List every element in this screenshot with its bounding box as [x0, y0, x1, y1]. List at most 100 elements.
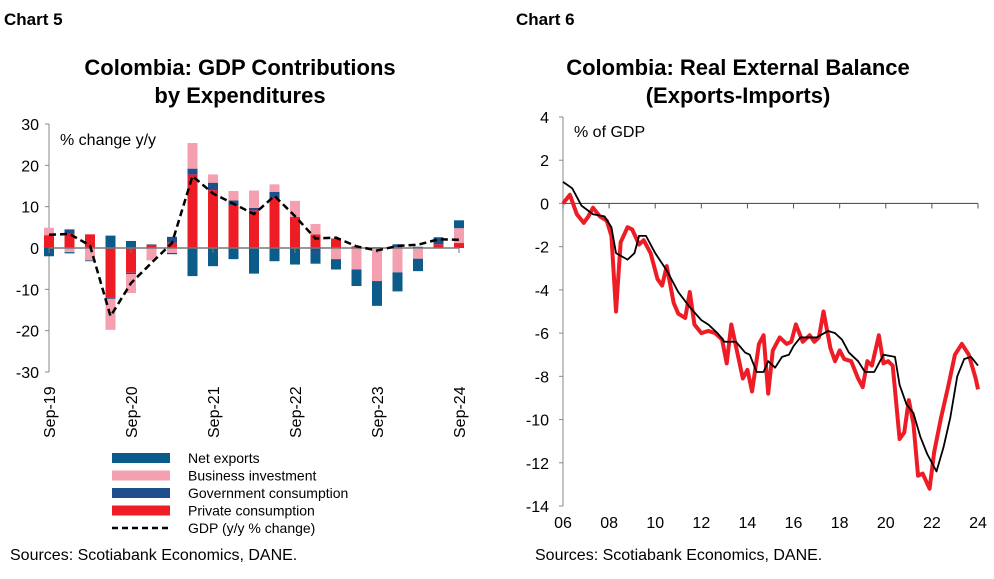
- chart5-bar-private-consumption: [310, 234, 321, 248]
- chart5-bar-business-investment: [290, 200, 300, 217]
- chart5-bar-private-consumption: [249, 210, 259, 248]
- chart5-bar-net-exports: [454, 220, 464, 229]
- chart6-y-tick-label: -2: [535, 240, 549, 257]
- chart5-bar-business-investment: [454, 228, 464, 244]
- legend-swatch: [112, 470, 170, 481]
- chart5-bar-net-exports: [310, 252, 321, 264]
- chart6-x-tick-label: 18: [831, 515, 849, 532]
- chart5-bar-business-investment: [372, 248, 382, 282]
- chart5-bar-private-consumption: [208, 190, 218, 248]
- chart5-bar-business-investment: [44, 227, 54, 236]
- chart5-bar-business-investment: [351, 248, 362, 270]
- chart6-x-tick-label: 08: [600, 515, 618, 532]
- chart6-x-tick-label: 24: [969, 515, 987, 532]
- chart5-x-tick-label: Sep-20: [124, 386, 141, 438]
- chart5-bar-government-consumption: [208, 182, 218, 191]
- chart6-y-tick-label: -6: [535, 326, 549, 343]
- chart5-bar-net-exports: [269, 248, 280, 262]
- chart6-x-tick-label: 12: [692, 515, 710, 532]
- legend-swatch: [112, 488, 170, 498]
- chart6-y-tick-label: -14: [526, 499, 549, 516]
- chart5-bar-business-investment: [167, 248, 177, 253]
- chart6-y-tick-label: -4: [535, 283, 549, 300]
- chart5-bar-private-consumption: [64, 233, 75, 248]
- legend-swatch: [112, 505, 170, 516]
- chart5-bar-government-consumption: [433, 238, 444, 245]
- chart5-bar-net-exports: [392, 272, 403, 292]
- chart5-bar-government-consumption: [249, 207, 259, 211]
- chart5-bar-business-investment: [269, 184, 280, 192]
- chart5-bar-net-exports: [126, 240, 136, 248]
- legend-label: GDP (y/y % change): [188, 520, 315, 536]
- chart5-bar-private-consumption: [44, 235, 54, 248]
- chart5-title-line1: Colombia: GDP Contributions: [84, 55, 395, 80]
- chart5-bar-private-consumption: [331, 238, 341, 248]
- chart5-bar-private-consumption: [126, 248, 136, 273]
- chart5-gdp-line: [48, 173, 460, 320]
- chart5-bar-net-exports: [433, 237, 444, 239]
- chart5-bar-net-exports: [249, 248, 259, 274]
- chart5-bar-government-consumption: [105, 297, 116, 299]
- chart5-bar-private-consumption: [167, 242, 177, 248]
- chart5-bar-net-exports: [372, 281, 382, 306]
- chart5-y-tick-label: -30: [16, 365, 39, 382]
- chart6-title-line2: (Exports-Imports): [646, 83, 831, 108]
- chart5-y-tick-label: -20: [16, 324, 39, 341]
- chart5-bar-private-consumption: [105, 248, 116, 298]
- chart5-x-tick-label: Sep-23: [370, 386, 387, 438]
- chart5-y-tick-label: 10: [21, 200, 39, 217]
- chart6-x-tick-label: 22: [923, 515, 941, 532]
- legend-label: Private consumption: [188, 503, 315, 519]
- chart5-source: Sources: Scotiabank Economics, DANE.: [10, 547, 297, 564]
- chart5-bar-government-consumption: [310, 248, 321, 253]
- chart5-bar-private-consumption: [85, 234, 95, 248]
- chart5-bar-net-exports: [85, 260, 95, 262]
- chart5-bar-net-exports: [208, 248, 218, 267]
- chart5-bar-business-investment: [392, 248, 403, 273]
- chart6-source: Sources: Scotiabank Economics, DANE.: [535, 547, 822, 564]
- chart6-x-tick-label: 10: [646, 515, 664, 532]
- legend-label: Government consumption: [188, 485, 348, 501]
- chart6-y-tick-label: -10: [526, 413, 549, 430]
- chart5-bar-government-consumption: [187, 168, 198, 175]
- chart5-bar-business-investment: [85, 248, 95, 261]
- chart5-bar-net-exports: [187, 248, 198, 277]
- chart5-bar-government-consumption: [126, 272, 136, 275]
- chart6-x-tick-label: 06: [554, 515, 572, 532]
- chart5-bar-business-investment: [331, 248, 341, 260]
- chart5-bar-net-exports: [228, 248, 239, 260]
- chart5-bar-government-consumption: [269, 191, 280, 198]
- chart5-bar-private-consumption: [433, 244, 444, 248]
- chart5-x-tick-label: Sep-24: [452, 386, 469, 438]
- chart5-y-tick-label: -10: [16, 282, 39, 299]
- chart5-bar-business-investment: [249, 190, 259, 208]
- chart5-ylabel: % change y/y: [60, 132, 156, 149]
- chart5-y-tick-label: 0: [30, 241, 39, 258]
- chart5-bar-private-consumption: [146, 244, 157, 248]
- chart5-bar-net-exports: [413, 258, 423, 272]
- chart5-y-tick-label: 30: [21, 117, 39, 134]
- chart5-bar-private-consumption: [290, 217, 300, 248]
- chart6-black-line: [562, 181, 979, 473]
- chart5-bar-business-investment: [413, 248, 423, 259]
- chart5-bar-business-investment: [208, 174, 218, 183]
- chart5-bar-net-exports: [290, 248, 300, 265]
- chart6-y-tick-label: 0: [540, 196, 549, 213]
- chart5-bar-net-exports: [331, 259, 341, 270]
- chart5-bar-net-exports: [351, 269, 362, 287]
- chart5-bar-private-consumption: [454, 243, 464, 248]
- chart5-bar-private-consumption: [187, 174, 198, 248]
- chart6-ylabel: % of GDP: [574, 124, 645, 141]
- legend-label: Business investment: [188, 468, 317, 484]
- chart6-y-tick-label: -8: [535, 369, 549, 386]
- chart6-title-line1: Colombia: Real External Balance: [566, 55, 910, 80]
- chart6-y-tick-label: 2: [540, 153, 549, 170]
- chart6-x-tick-label: 20: [877, 515, 895, 532]
- chart5-bar-net-exports: [64, 252, 75, 254]
- chart5-label: Chart 5: [4, 10, 63, 29]
- chart5-x-tick-label: Sep-21: [206, 386, 223, 438]
- chart6-y-tick-label: -12: [526, 456, 549, 473]
- chart5-bar-private-consumption: [228, 205, 239, 248]
- legend-label: Net exports: [188, 450, 260, 466]
